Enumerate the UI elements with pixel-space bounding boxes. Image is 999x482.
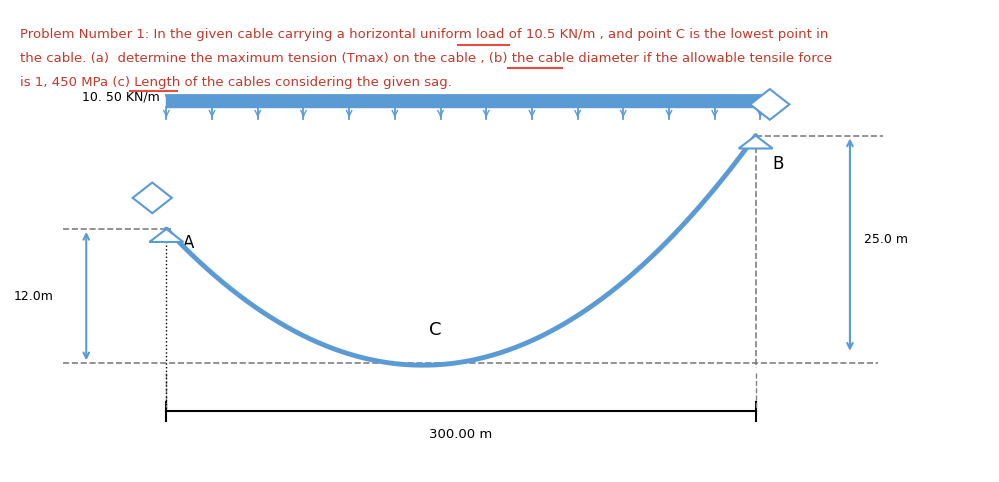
Text: C: C (429, 321, 442, 339)
Text: the cable. (a)  determine the maximum tension (Tmax) on the cable , (b) the cabl: the cable. (a) determine the maximum ten… (20, 52, 832, 65)
Text: 10. 50 KN/m: 10. 50 KN/m (82, 91, 159, 104)
Bar (167, 95, 760, 107)
Text: is 1, 450 MPa (c) Length of the cables considering the given sag.: is 1, 450 MPa (c) Length of the cables c… (20, 76, 453, 89)
Polygon shape (738, 135, 772, 148)
Text: 300.00 m: 300.00 m (430, 428, 493, 441)
Text: B: B (772, 155, 784, 173)
Text: 25.0 m: 25.0 m (864, 233, 908, 246)
Text: Problem Number 1: In the given cable carrying a horizontal uniform load of 10.5 : Problem Number 1: In the given cable car… (20, 28, 828, 41)
Polygon shape (133, 183, 172, 213)
Polygon shape (150, 229, 184, 242)
Text: A: A (184, 234, 195, 252)
Polygon shape (750, 89, 789, 120)
Text: 12.0m: 12.0m (13, 290, 53, 303)
